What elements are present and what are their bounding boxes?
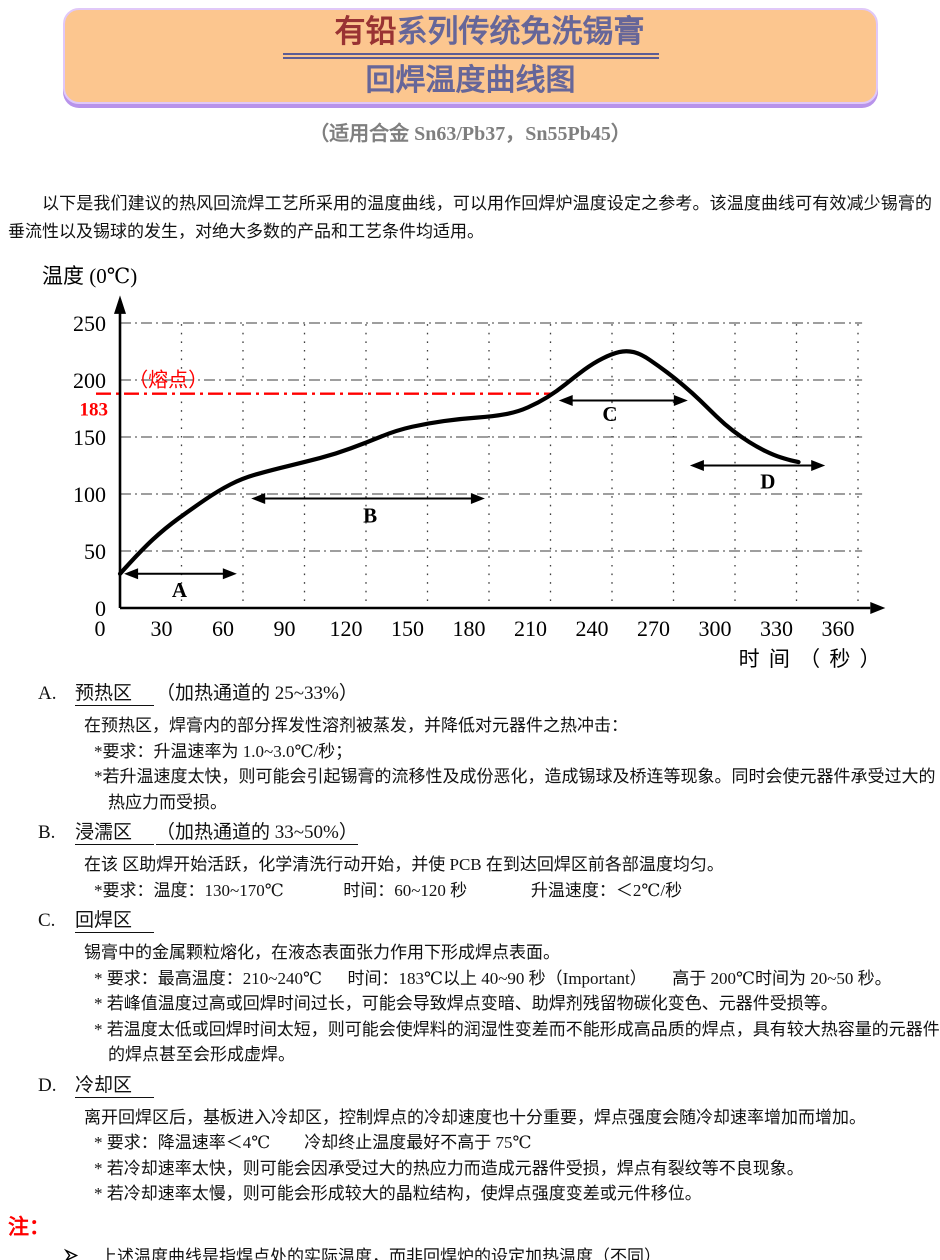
- section-heading: D. 冷却区: [0, 1071, 940, 1101]
- title-line2: 回焊温度曲线图: [365, 63, 576, 97]
- x-tick-label: 120: [330, 616, 363, 641]
- melt-point-tick: 183: [80, 400, 109, 421]
- x-tick-label: 0: [95, 616, 106, 641]
- section-name: 浸濡区: [75, 822, 155, 845]
- section-letter: D.: [38, 1074, 57, 1096]
- x-tick-label: 330: [760, 616, 793, 641]
- zone-C-arrowhead-left: [558, 395, 573, 407]
- section-name: 回焊区: [75, 910, 155, 933]
- x-tick-label: 90: [274, 616, 296, 641]
- x-tick-label: 150: [391, 616, 424, 641]
- zone-B-arrowhead-left: [251, 493, 266, 505]
- section-text-line: 在该 区助焊开始活跃，化学清洗行动开始，并使 PCB 在到达回焊区前各部温度均匀…: [84, 855, 724, 874]
- section-name: 预热区: [75, 683, 155, 706]
- zone-D-arrowhead-right: [811, 460, 826, 471]
- melt-point-label: （熔点）: [128, 369, 208, 392]
- section-text-line: 在预热区，焊膏内的部分挥发性溶剂被蒸发，并降低对元器件之热冲击：: [84, 716, 628, 735]
- x-tick-label: 240: [576, 616, 609, 641]
- chart-y-axis-title: 温度 (0℃): [42, 264, 138, 288]
- zone-C-arrowhead-right: [673, 395, 688, 407]
- section-text-line: *要求：温度：130~170℃ 时间：60~120 秒 升温速度：＜2℃/秒: [94, 880, 683, 900]
- x-tick-label: 30: [151, 616, 173, 641]
- section-text-line: * 若冷却速率太慢，则可能会形成较大的晶粒结构，使焊点强度变差或元件移位。: [94, 1184, 702, 1203]
- x-tick-label: 360: [822, 616, 855, 641]
- reflow-chart: （熔点） 183 0 50 100 150 200 250 0 30 60 90 120 150 180 21…: [20, 290, 940, 675]
- note-text: 上述温度曲线是指焊点处的实际温度，而非回焊炉的设定加热温度（不同）: [100, 1246, 661, 1260]
- section-block: C. 回焊区 锡膏中的金属颗粒熔化，在液态表面张力作用下形成焊点表面。 * 要求：最…: [0, 906, 940, 1068]
- section-letter: A.: [38, 683, 57, 704]
- x-axis-arrowhead: [870, 602, 886, 614]
- y-tick-label: 250: [73, 311, 106, 336]
- zone-A-arrowhead-right: [222, 568, 237, 580]
- zone-B-arrowhead-right: [470, 493, 485, 505]
- arrow-bullet-icon: [64, 1242, 100, 1260]
- y-tick-label: 0: [95, 596, 106, 621]
- x-tick-label: 210: [514, 616, 547, 641]
- section-body: 离开回焊区后，基板进入冷却区，控制焊点的冷却速度也十分重要，焊点强度会随冷却速率…: [0, 1105, 940, 1207]
- zone-B-label: B: [363, 504, 377, 528]
- x-tick-label: 60: [212, 616, 234, 641]
- x-axis-title: 时 间 （ 秒 ）: [739, 647, 883, 671]
- y-tick-label: 100: [73, 482, 106, 507]
- notes: 注： 上述温度曲线是指焊点处的实际温度，而非回焊炉的设定加热温度（不同）上述回焊…: [0, 1213, 940, 1260]
- section-text-line: * 要求：降温速率＜4℃ 冷却终止温度最好不高于 75℃: [94, 1133, 532, 1152]
- section-text-line: * 若温度太低或回焊时间太短，则可能会使焊料的润湿性变差而不能形成高品质的焊点，…: [94, 1019, 940, 1065]
- section-text-line: *要求：升温速率为 1.0~3.0℃/秒；: [94, 741, 353, 761]
- notes-label: 注：: [8, 1214, 50, 1239]
- temperature-curve: [117, 349, 801, 576]
- section-text-line: *若升温速度太快，则可能会引起锡膏的流移性及成份恶化，造成锡球及桥连等现象。同时…: [94, 767, 936, 812]
- section-letter: B.: [38, 822, 56, 843]
- section-suffix: （加热通道的 25~33%）: [156, 683, 358, 704]
- section-suffix: （加热通道的 33~50%）: [156, 822, 358, 845]
- section-block: D. 冷却区 离开回焊区后，基板进入冷却区，控制焊点的冷却速度也十分重要，焊点强度…: [0, 1071, 940, 1207]
- x-tick-label: 180: [453, 616, 486, 641]
- y-axis-arrowhead: [114, 295, 126, 314]
- zone-A-label: A: [172, 578, 188, 602]
- note-item: 上述温度曲线是指焊点处的实际温度，而非回焊炉的设定加热温度（不同）: [0, 1242, 940, 1260]
- reflow-chart-svg: （熔点） 183 0 50 100 150 200 250 0 30 60 90 120 150 180 21…: [73, 295, 886, 671]
- section-body: 在该 区助焊开始活跃，化学清洗行动开始，并使 PCB 在到达回焊区前各部温度均匀…: [0, 852, 940, 903]
- intro-paragraph: 以下是我们建议的热风回流焊工艺所采用的温度曲线，可以用作回焊炉温度设定之参考。该…: [8, 194, 932, 241]
- section-body: 在预热区，焊膏内的部分挥发性溶剂被蒸发，并降低对元器件之热冲击： *要求：升温速率…: [0, 713, 940, 815]
- section-block: A. 预热区 （加热通道的 25~33%） 在预热区，焊膏内的部分挥发性溶剂被蒸发，…: [0, 679, 940, 815]
- section-text-line: * 若峰值温度过高或回焊时间过长，可能会导致焊点变暗、助焊剂残留物碳化变色、元器…: [94, 994, 838, 1013]
- section-text-line: * 若冷却速率太快，则可能会因承受过大的热应力而造成元器件受损，焊点有裂纹等不良…: [94, 1158, 804, 1178]
- section-heading: C. 回焊区: [0, 906, 940, 936]
- y-tick-label: 50: [84, 539, 106, 564]
- title-rest: 系列传统免洗锡膏: [396, 13, 645, 49]
- zone-D-label: D: [760, 469, 775, 493]
- title-line1: 有铅系列传统免洗锡膏: [282, 12, 659, 59]
- x-tick-label: 300: [699, 616, 732, 641]
- section-text-line: * 要求：最高温度：210~240℃ 时间：183℃以上 40~90 秒（Imp…: [94, 968, 892, 988]
- x-tick-label: 270: [637, 616, 670, 641]
- section-letter: C.: [38, 910, 56, 931]
- section-heading: B. 浸濡区 （加热通道的 33~50%）: [0, 818, 940, 848]
- section-text-line: 锡膏中的金属颗粒熔化，在液态表面张力作用下形成焊点表面。: [84, 943, 560, 962]
- section-heading: A. 预热区 （加热通道的 25~33%）: [0, 679, 940, 709]
- zone-A-arrowhead-left: [124, 568, 139, 580]
- section-block: B. 浸濡区 （加热通道的 33~50%） 在该 区助焊开始活跃，化学清洗行动开始，…: [0, 818, 940, 903]
- y-tick-label: 150: [73, 425, 106, 450]
- title-banner: 有铅系列传统免洗锡膏 回焊温度曲线图: [63, 8, 878, 104]
- zone-D-arrowhead-left: [689, 460, 704, 471]
- sections: A. 预热区 （加热通道的 25~33%） 在预热区，焊膏内的部分挥发性溶剂被蒸发，…: [0, 679, 940, 1207]
- title-brand: 有铅: [334, 13, 397, 49]
- section-text-line: 离开回焊区后，基板进入冷却区，控制焊点的冷却速度也十分重要，焊点强度会随冷却速率…: [84, 1107, 866, 1127]
- subtitle-alloys: （适用合金 Sn63/Pb37，Sn55Pb45）: [309, 123, 631, 145]
- y-tick-label: 200: [73, 368, 106, 393]
- notes-list: 上述温度曲线是指焊点处的实际温度，而非回焊炉的设定加热温度（不同）上述回焊温度曲…: [0, 1242, 940, 1260]
- zone-C-label: C: [602, 402, 617, 426]
- section-body: 锡膏中的金属颗粒熔化，在液态表面张力作用下形成焊点表面。 * 要求：最高温度：21…: [0, 940, 940, 1068]
- section-name: 冷却区: [75, 1074, 155, 1098]
